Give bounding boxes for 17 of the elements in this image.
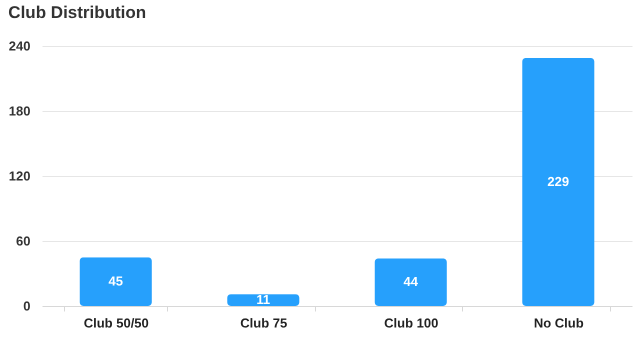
y-tick-label: 180: [8, 104, 30, 118]
bar: [522, 58, 594, 306]
chart-title: Club Distribution: [8, 3, 146, 22]
data-label: 229: [547, 174, 570, 189]
bar: [80, 257, 152, 306]
data-label: 11: [256, 292, 270, 308]
y-tick-label: 120: [8, 168, 30, 184]
data-label: 45: [108, 274, 123, 289]
y-tick-label: 0: [23, 298, 30, 314]
y-tick-label: 60: [16, 234, 30, 248]
x-tick-label: No Club: [534, 316, 584, 330]
x-tick-label: Club 100: [384, 316, 438, 330]
x-tick-label: Club 50/50: [84, 316, 149, 330]
data-label: 44: [404, 274, 419, 290]
x-tick-label: Club 75: [240, 316, 288, 330]
y-tick-label: 240: [8, 38, 30, 54]
bar: [374, 258, 447, 306]
